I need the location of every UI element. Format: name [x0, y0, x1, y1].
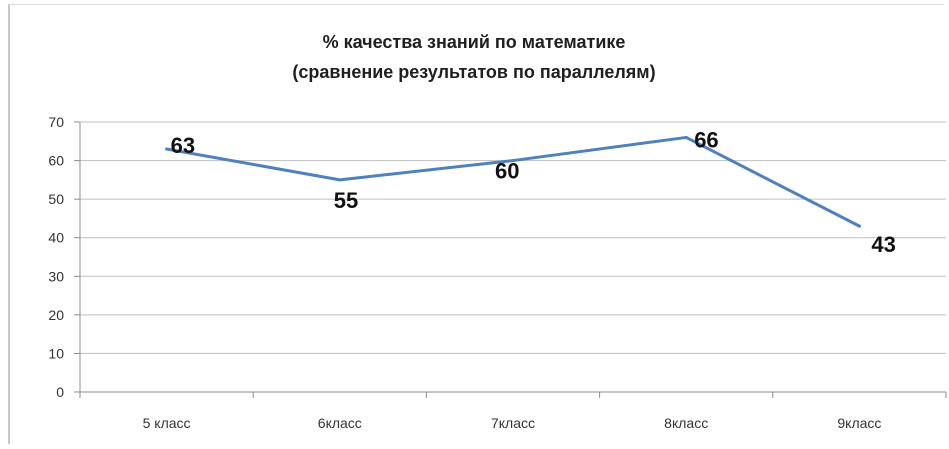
- x-tick-label: 9класс: [837, 415, 881, 431]
- data-label: 55: [334, 188, 358, 213]
- y-tick-label: 20: [48, 307, 64, 323]
- chart-frame: [8, 4, 944, 444]
- data-label: 60: [495, 159, 519, 184]
- data-label: 63: [171, 133, 195, 158]
- x-tick-label: 8класс: [664, 415, 708, 431]
- series: [165, 135, 861, 228]
- data-point: [165, 147, 169, 151]
- data-label: 66: [694, 127, 718, 152]
- chart-title-line-1: % качества знаний по математике: [323, 32, 626, 52]
- x-axis: 5 класс 6класс 7класс 8класс 9класс: [79, 122, 947, 431]
- data-point: [511, 159, 515, 163]
- y-tick-label: 50: [48, 191, 64, 207]
- y-tick-label: 30: [48, 268, 64, 284]
- y-axis-tick-labels: 0 10 20 30 40 50 60 70: [48, 114, 64, 400]
- x-tick-label: 6класс: [318, 415, 362, 431]
- chart-title-line-2: (сравнение результатов по параллелям): [292, 62, 655, 82]
- data-labels: 63 55 60 66 43: [171, 127, 896, 257]
- data-point: [857, 224, 861, 228]
- y-tick-label: 10: [48, 345, 64, 361]
- y-tick-label: 70: [48, 114, 64, 130]
- y-tick-label: 60: [48, 153, 64, 169]
- data-point: [684, 135, 688, 139]
- x-tick-label: 5 класс: [143, 415, 191, 431]
- x-tick-label: 7класс: [491, 415, 535, 431]
- data-point: [338, 178, 342, 182]
- data-label: 43: [871, 232, 895, 257]
- y-tick-label: 40: [48, 230, 64, 246]
- y-tick-label: 0: [56, 384, 64, 400]
